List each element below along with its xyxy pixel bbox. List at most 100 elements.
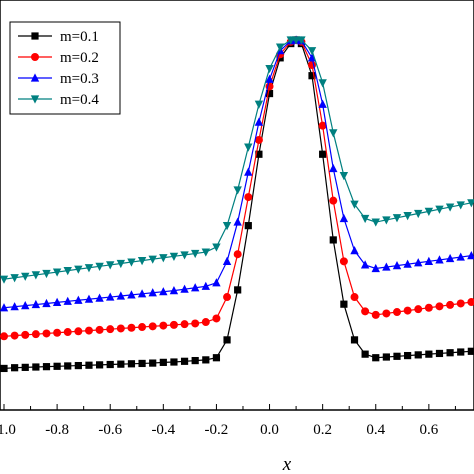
data-point — [212, 354, 221, 362]
data-point — [180, 357, 189, 365]
data-point — [446, 300, 455, 309]
legend-entry-2: m=0.2 — [18, 50, 99, 66]
data-point — [63, 328, 72, 337]
data-point — [392, 308, 401, 317]
data-point — [212, 314, 221, 323]
data-point — [149, 359, 157, 367]
data-point — [467, 347, 474, 355]
data-point — [371, 310, 380, 319]
series-line-3 — [3, 39, 472, 309]
series-3 — [0, 35, 474, 312]
x-tick-label: -0.8 — [45, 422, 69, 438]
data-point — [329, 196, 338, 205]
data-point — [445, 203, 455, 212]
data-point — [21, 272, 30, 281]
data-point — [169, 252, 179, 261]
data-point — [169, 320, 178, 329]
data-point — [0, 275, 9, 284]
data-point — [74, 327, 83, 336]
data-point — [222, 256, 232, 265]
data-point — [223, 293, 232, 302]
data-point — [265, 89, 274, 98]
data-point — [414, 305, 423, 314]
data-point — [180, 284, 189, 293]
data-point — [0, 364, 8, 373]
data-point — [201, 318, 210, 327]
data-point — [414, 258, 423, 267]
data-point — [95, 262, 104, 271]
data-point — [159, 254, 168, 263]
data-point — [74, 265, 83, 274]
data-point — [350, 293, 359, 302]
data-point — [169, 286, 179, 295]
data-point — [42, 363, 51, 371]
data-point — [424, 303, 433, 312]
data-point — [318, 79, 327, 88]
legend-marker — [30, 95, 40, 104]
data-point — [371, 218, 380, 227]
data-point — [31, 299, 41, 309]
data-point — [127, 360, 136, 368]
data-point — [84, 294, 94, 303]
legend-marker — [31, 53, 39, 61]
data-point — [233, 217, 242, 226]
data-point — [456, 299, 465, 308]
data-point — [456, 201, 465, 210]
data-point — [180, 320, 189, 329]
legend-entry-4: m=0.4 — [18, 92, 99, 108]
legend-entry-1: m=0.1 — [18, 29, 99, 45]
data-point — [212, 278, 221, 287]
data-point — [10, 302, 19, 311]
data-point — [234, 286, 242, 294]
data-point — [11, 364, 19, 372]
legend: m=0.1 m=0.2 m=0.3 m=0.4 — [9, 21, 121, 115]
data-point — [382, 216, 391, 225]
data-point — [95, 293, 104, 302]
data-point — [95, 325, 104, 334]
legend-label: m=0.1 — [60, 29, 99, 45]
data-point — [212, 243, 221, 252]
data-point — [307, 53, 317, 62]
data-point — [393, 352, 401, 360]
data-point — [350, 200, 359, 209]
data-point — [84, 326, 93, 335]
data-point — [414, 351, 422, 359]
data-point — [233, 250, 242, 259]
data-point — [244, 193, 253, 202]
data-point — [191, 356, 199, 365]
series-line-2 — [3, 39, 472, 337]
data-point — [435, 205, 444, 214]
data-point — [127, 258, 136, 267]
data-point — [148, 288, 157, 297]
data-point — [371, 263, 380, 273]
data-point — [138, 359, 146, 368]
x-tick-label: 0.0 — [260, 422, 279, 438]
data-point — [456, 252, 465, 261]
data-point — [52, 297, 62, 306]
data-point — [63, 296, 72, 305]
series-line-4 — [3, 39, 472, 280]
data-point — [424, 207, 434, 216]
data-point — [127, 323, 136, 332]
data-point — [350, 246, 359, 255]
legend-label: m=0.2 — [60, 50, 99, 66]
series-2 — [0, 36, 474, 341]
x-tick-label: 0.2 — [313, 422, 332, 438]
data-point — [254, 100, 264, 109]
data-point — [340, 300, 348, 308]
data-point — [74, 361, 82, 370]
data-point — [21, 301, 30, 310]
x-tick-label: 0.6 — [419, 422, 438, 438]
data-point — [21, 363, 29, 371]
data-point — [116, 259, 126, 269]
data-point — [318, 99, 327, 108]
data-point — [31, 330, 40, 339]
data-point — [457, 348, 465, 356]
data-point — [74, 295, 83, 304]
data-point — [31, 271, 41, 280]
data-point — [42, 269, 51, 279]
x-axis-title: x — [282, 454, 292, 474]
data-point — [244, 167, 253, 176]
data-point — [52, 268, 62, 277]
data-point — [297, 36, 306, 45]
